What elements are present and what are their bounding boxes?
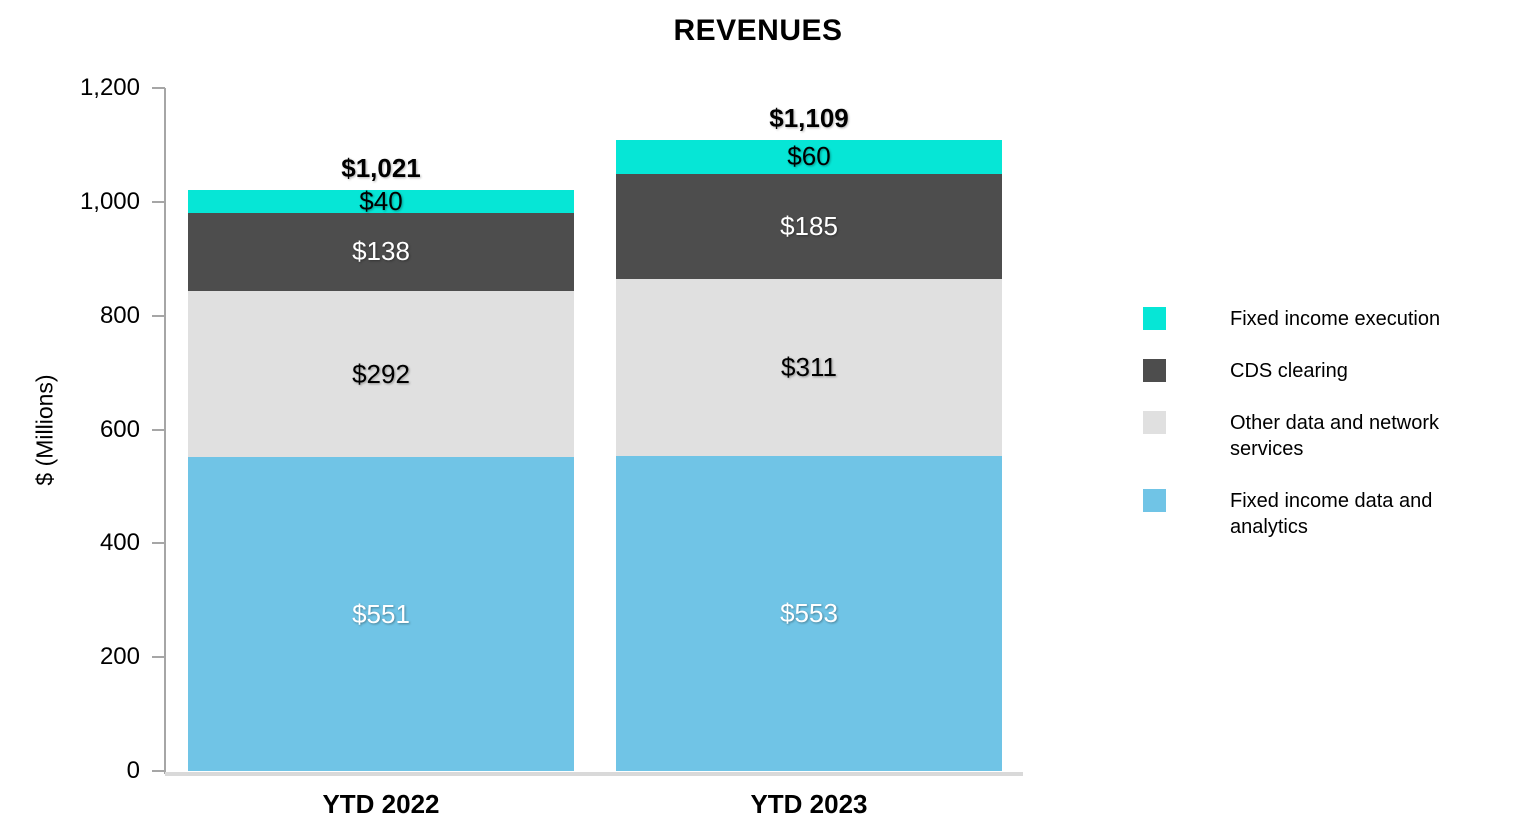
y-tick-label-800: 800 xyxy=(99,301,140,329)
y-axis-line xyxy=(164,88,166,774)
legend-label: Fixed income execution xyxy=(1230,308,1441,330)
segment-value-label: $60 xyxy=(787,141,831,172)
legend-label: Fixed income data and analytics xyxy=(1230,490,1433,538)
y-tick-mark xyxy=(152,656,165,659)
y-tick-mark xyxy=(152,200,165,203)
legend-item-cds-clearing: CDS clearing xyxy=(1143,358,1463,384)
bar-segment-ytd-2022-other-data-and-network-services: $292 xyxy=(188,291,574,458)
x-axis-baseline xyxy=(165,772,1023,776)
legend-item-fixed-income-execution: Fixed income execution xyxy=(1143,306,1463,332)
y-tick-mark xyxy=(152,770,165,772)
legend-swatch-cds-clearing xyxy=(1143,359,1166,382)
segment-value-label: $551 xyxy=(352,598,410,629)
x-axis-label-ytd-2022: YTD 2022 xyxy=(322,789,440,819)
legend-item-fixed-income-data-and-analytics: Fixed income data and analytics xyxy=(1143,488,1463,540)
y-tick-label-1-200: 1,200 xyxy=(79,74,140,101)
segment-value-label: $138 xyxy=(352,236,410,267)
legend-label: Other data and network services xyxy=(1230,412,1440,460)
legend-label: CDS clearing xyxy=(1230,360,1348,382)
segment-value-label: $292 xyxy=(352,358,410,389)
segment-value-label: $185 xyxy=(780,211,838,242)
y-tick-mark xyxy=(152,87,165,89)
y-tick-label-1-000: 1,000 xyxy=(79,187,140,215)
y-tick-label-600: 600 xyxy=(99,415,140,443)
bar-total-label-ytd-2022: $1,021 xyxy=(341,152,421,183)
bar-segment-ytd-2023-fixed-income-execution: $60 xyxy=(616,139,1002,174)
legend: Fixed income execution CDS clearing Other … xyxy=(1143,306,1463,566)
y-tick-label-0: 0 xyxy=(126,757,140,784)
y-tick-mark xyxy=(152,542,165,545)
segment-value-label: $40 xyxy=(359,185,403,216)
legend-swatch-fixed-income-execution xyxy=(1143,307,1166,330)
bar-total-label-ytd-2023: $1,109 xyxy=(769,102,849,133)
x-axis-label-ytd-2023: YTD 2023 xyxy=(750,789,868,819)
chart-title: REVENUES xyxy=(673,14,843,47)
legend-swatch-other-data-and-network-services xyxy=(1143,411,1166,434)
bar-segment-ytd-2022-fixed-income-data-and-analytics: $551 xyxy=(188,457,574,771)
y-tick-mark xyxy=(152,314,165,317)
bar-segment-ytd-2023-fixed-income-data-and-analytics: $553 xyxy=(616,456,1002,771)
bar-segment-ytd-2022-fixed-income-execution: $40 xyxy=(188,186,574,216)
bar-segment-ytd-2023-cds-clearing: $185 xyxy=(616,173,1002,280)
y-tick-mark xyxy=(152,428,165,431)
legend-item-other-data-and-network-services: Other data and network services xyxy=(1143,410,1463,462)
legend-swatch-fixed-income-data-and-analytics xyxy=(1143,489,1166,512)
bar-segment-ytd-2023-other-data-and-network-services: $311 xyxy=(616,279,1002,457)
bar-segment-ytd-2022-cds-clearing: $138 xyxy=(188,212,574,292)
segment-value-label: $553 xyxy=(780,598,838,629)
segment-value-label: $311 xyxy=(781,352,837,383)
y-tick-label-400: 400 xyxy=(99,529,140,557)
y-tick-label-200: 200 xyxy=(99,643,140,671)
